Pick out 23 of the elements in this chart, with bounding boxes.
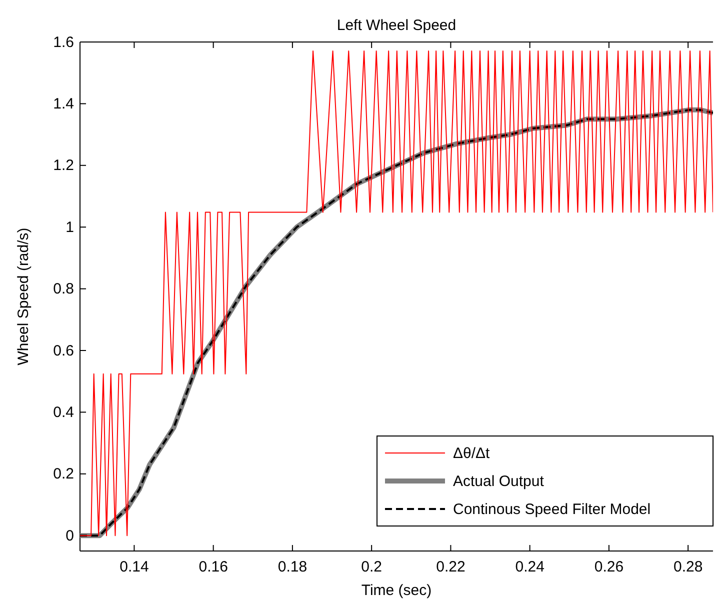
chart-title: Left Wheel Speed [336, 17, 456, 34]
legend-label: Actual Output [453, 473, 545, 490]
y-tick-label: 0.2 [53, 466, 74, 483]
legend-label: Δθ/Δt [453, 445, 491, 462]
y-tick-label: 0.8 [53, 280, 74, 298]
y-tick-label: 1.2 [53, 157, 74, 174]
x-tick-label: 0.2 [361, 558, 382, 576]
y-tick-label: 1.4 [53, 95, 74, 112]
y-tick-label: 1.6 [53, 34, 74, 51]
x-tick-label: 0.24 [515, 558, 544, 576]
x-axis-title: Time (sec) [361, 582, 432, 599]
y-tick-label: 0.6 [53, 342, 74, 360]
x-tick-label: 0.26 [594, 558, 624, 576]
x-tick-label: 0.18 [278, 558, 308, 576]
y-axis-title: Wheel Speed (rad/s) [15, 228, 32, 366]
x-tick-label: 0.28 [673, 558, 703, 576]
y-tick-label: 0 [66, 527, 74, 544]
y-tick-label: 0.4 [53, 404, 74, 421]
x-tick-label: 0.22 [436, 558, 466, 576]
x-tick-label: 0.14 [120, 558, 149, 576]
legend-label: Continous Speed Filter Model [453, 501, 651, 518]
y-tick-label: 1 [66, 218, 74, 236]
x-tick-label: 0.16 [198, 558, 228, 576]
